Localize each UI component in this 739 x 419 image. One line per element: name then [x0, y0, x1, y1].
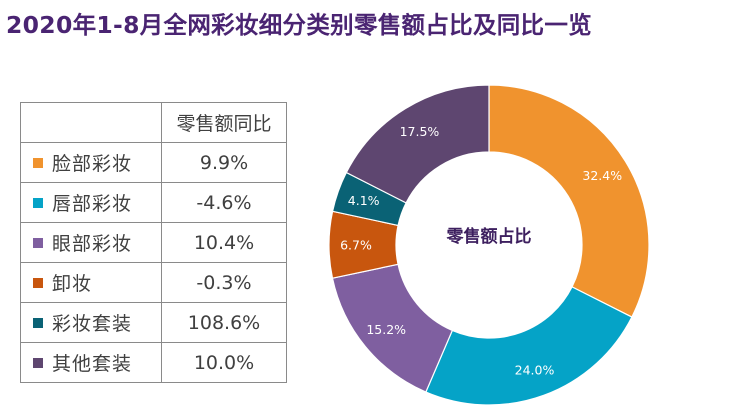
slice-percent-label: 17.5% — [400, 124, 440, 139]
slice-percent-label: 6.7% — [340, 237, 372, 252]
slice-percent-label: 4.1% — [348, 193, 380, 208]
legend-row: 其他套装 10.0% — [20, 342, 287, 383]
legend-swatch — [33, 157, 43, 168]
legend-header-blank — [20, 102, 162, 143]
legend-category: 唇部彩妆 — [52, 193, 133, 215]
legend-category: 其他套装 — [52, 353, 133, 375]
legend-swatch — [33, 357, 43, 368]
legend-row: 唇部彩妆 -4.6% — [20, 182, 287, 223]
legend-yoy-value: 108.6% — [161, 302, 287, 343]
legend-row: 卸妆 -0.3% — [20, 262, 287, 303]
legend-swatch — [33, 237, 43, 248]
legend-category: 卸妆 — [52, 273, 93, 295]
legend-header-row: 零售额同比 — [20, 102, 287, 143]
donut-slice — [425, 286, 633, 406]
legend-category: 脸部彩妆 — [52, 153, 133, 175]
legend-swatch — [33, 317, 43, 328]
donut-slice — [345, 84, 490, 204]
legend-category: 眼部彩妆 — [52, 233, 133, 255]
legend-row: 彩妆套装 108.6% — [20, 302, 287, 343]
legend-yoy-value: 10.0% — [161, 342, 287, 383]
chart-title: 2020年1-8月全网彩妆细分类别零售额占比及同比一览 — [6, 11, 592, 39]
legend-category: 彩妆套装 — [52, 313, 133, 335]
legend-swatch — [33, 277, 43, 288]
donut-center-title: 零售额占比 — [446, 226, 532, 247]
legend-yoy-value: -0.3% — [161, 262, 287, 303]
slice-percent-label: 24.0% — [515, 362, 555, 377]
legend-header-yoy: 零售额同比 — [161, 102, 287, 143]
slice-percent-label: 15.2% — [366, 322, 406, 337]
slice-percent-label: 32.4% — [582, 168, 622, 183]
legend-table: 零售额同比 脸部彩妆 9.9% 唇部彩妆 -4.6% 眼部彩妆 10.4% 卸妆… — [20, 102, 287, 383]
legend-yoy-value: -4.6% — [161, 182, 287, 223]
legend-yoy-value: 9.9% — [161, 142, 287, 183]
legend-swatch — [33, 197, 43, 208]
legend-yoy-value: 10.4% — [161, 222, 287, 263]
donut-slice — [488, 84, 650, 318]
legend-row: 脸部彩妆 9.9% — [20, 142, 287, 183]
